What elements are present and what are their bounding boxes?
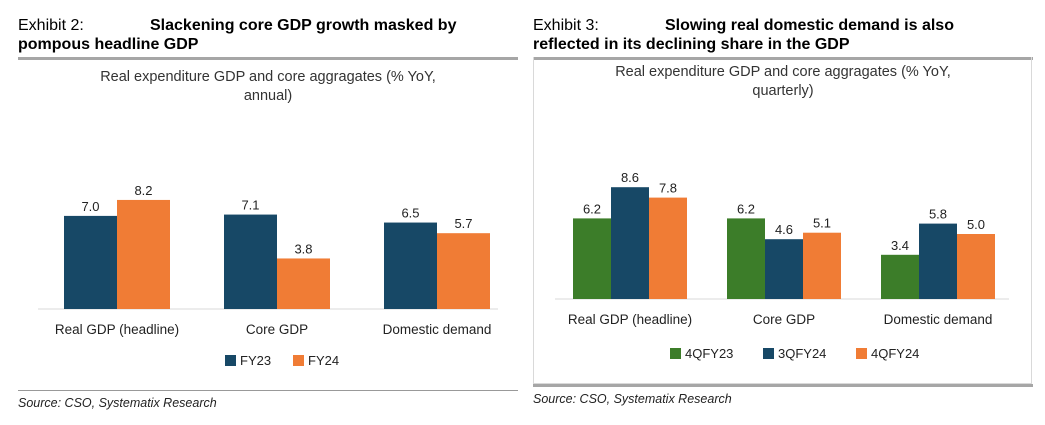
exhibit-number: Exhibit 2:: [18, 17, 84, 34]
bar-4qfy24-2: [957, 234, 995, 299]
legend-swatch-3qfy24: [763, 348, 774, 359]
category-label: Domestic demand: [383, 322, 492, 337]
header-rule: [533, 57, 1033, 60]
data-label: 8.6: [621, 170, 639, 185]
data-label: 6.2: [737, 201, 755, 216]
chart-title-line1: Real expenditure GDP and core aggragates…: [615, 64, 951, 80]
data-label: 8.2: [134, 183, 152, 198]
exhibit-title-line1: Slowing real domestic demand is also: [665, 17, 954, 34]
source-note: Source: CSO, Systematix Research: [18, 396, 217, 410]
bar-4qfy24-0: [649, 197, 687, 299]
bottom-rule: [18, 390, 518, 391]
header-rule: [18, 57, 518, 60]
bar-3qfy24-2: [919, 223, 957, 299]
exhibit-header: Exhibit 2: Slackening core GDP growth ma…: [18, 16, 518, 54]
bar-4qfy23-0: [573, 218, 611, 299]
legend-swatch-4qfy24: [856, 348, 867, 359]
legend-label: 4QFY23: [685, 346, 733, 361]
chart-container: Real expenditure GDP and core aggragates…: [533, 58, 1030, 383]
category-label: Domestic demand: [884, 312, 993, 327]
category-label: Core GDP: [246, 322, 308, 337]
data-label: 5.8: [929, 207, 947, 222]
bar-fy23-0: [64, 215, 117, 309]
bar-4qfy23-2: [881, 254, 919, 299]
legend-label: 4QFY24: [871, 346, 919, 361]
legend-label: FY24: [308, 353, 339, 368]
data-label: 7.8: [659, 181, 677, 196]
chart-container: Real expenditure GDP and core aggragates…: [18, 60, 518, 385]
bar-fy24-0: [117, 199, 170, 309]
bar-4qfy24-1: [803, 232, 841, 299]
bar-fy24-2: [437, 233, 490, 309]
exhibit-title-line2: pompous headline GDP: [18, 36, 199, 53]
data-label: 3.8: [294, 241, 312, 256]
exhibit-title-line2: reflected in its declining share in the …: [533, 36, 850, 53]
chart-title-line2: quarterly): [752, 83, 813, 99]
chart-frame: [533, 57, 1032, 384]
data-label: 7.0: [81, 199, 99, 214]
bar-chart-quarterly: Real expenditure GDP and core aggragates…: [555, 64, 1009, 361]
source-note: Source: CSO, Systematix Research: [533, 392, 732, 406]
bar-chart-annual: Real expenditure GDP and core aggragates…: [38, 69, 498, 368]
data-label: 3.4: [891, 238, 909, 253]
bar-3qfy24-1: [765, 239, 803, 299]
chart-title-line1: Real expenditure GDP and core aggragates…: [100, 69, 436, 85]
data-label: 4.6: [775, 222, 793, 237]
legend-swatch-4qfy23: [670, 348, 681, 359]
data-label: 5.1: [813, 216, 831, 231]
exhibit-2: Exhibit 2: Slackening core GDP growth ma…: [18, 0, 518, 425]
legend-swatch-fy24: [293, 355, 304, 366]
data-label: 6.5: [401, 206, 419, 221]
data-label: 5.7: [454, 216, 472, 231]
bottom-rule: [533, 384, 1033, 387]
exhibit-title-line1: Slackening core GDP growth masked by: [150, 17, 457, 34]
bar-4qfy23-1: [727, 218, 765, 299]
data-label: 6.2: [583, 201, 601, 216]
exhibit-header: Exhibit 3: Slowing real domestic demand …: [533, 16, 1033, 54]
category-label: Real GDP (headline): [55, 322, 179, 337]
bar-fy24-1: [277, 258, 330, 309]
category-label: Real GDP (headline): [568, 312, 692, 327]
bar-3qfy24-0: [611, 187, 649, 299]
data-label: 5.0: [967, 217, 985, 232]
chart-title-line2: annual): [244, 88, 292, 104]
category-label: Core GDP: [753, 312, 815, 327]
legend-swatch-fy23: [225, 355, 236, 366]
legend-label: FY23: [240, 353, 271, 368]
data-label: 7.1: [241, 198, 259, 213]
bar-fy23-2: [384, 222, 437, 309]
legend-label: 3QFY24: [778, 346, 826, 361]
exhibit-number: Exhibit 3:: [533, 17, 599, 34]
bar-fy23-1: [224, 214, 277, 309]
exhibit-3: Exhibit 3: Slowing real domestic demand …: [533, 0, 1033, 425]
